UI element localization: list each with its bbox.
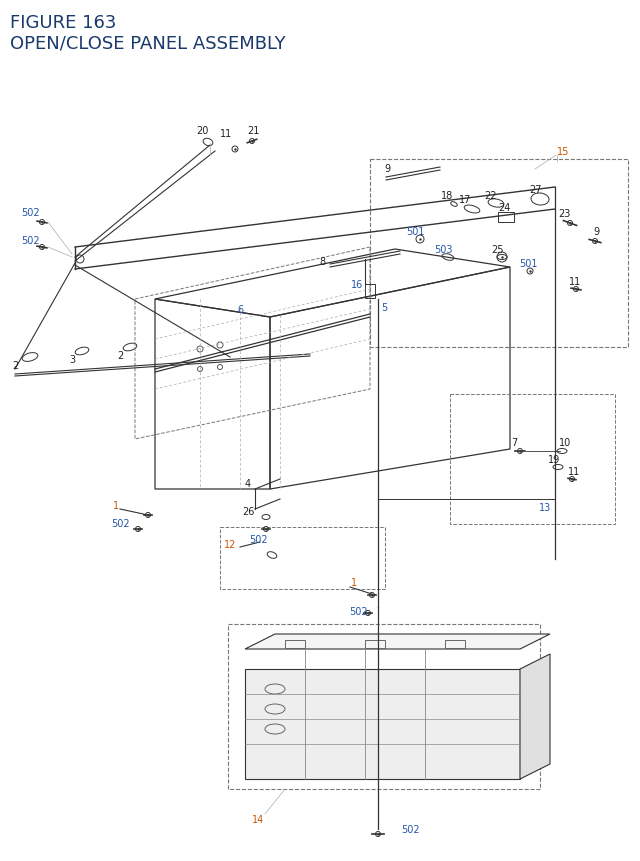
Text: 24: 24 (498, 202, 510, 213)
Text: 11: 11 (220, 129, 232, 139)
Text: 4: 4 (245, 479, 251, 488)
Bar (445, 641, 465, 648)
Text: 9: 9 (384, 164, 390, 174)
Text: 17: 17 (459, 195, 471, 205)
Text: 25: 25 (491, 245, 503, 255)
Text: 19: 19 (548, 455, 560, 464)
Text: 13: 13 (539, 503, 551, 512)
Text: 11: 11 (569, 276, 581, 287)
Bar (285, 641, 305, 648)
Text: 6: 6 (237, 305, 243, 314)
Text: OPEN/CLOSE PANEL ASSEMBLY: OPEN/CLOSE PANEL ASSEMBLY (10, 34, 285, 52)
Polygon shape (245, 669, 520, 779)
Text: 502: 502 (401, 824, 419, 834)
Bar (365, 285, 375, 299)
Polygon shape (245, 635, 550, 649)
Text: 501: 501 (519, 258, 537, 269)
Text: 503: 503 (434, 245, 452, 255)
Text: 8: 8 (319, 257, 325, 267)
Text: 16: 16 (351, 280, 363, 289)
Text: 14: 14 (252, 814, 264, 824)
Text: 2: 2 (12, 361, 18, 370)
Text: 1: 1 (351, 578, 357, 587)
Text: 9: 9 (593, 226, 599, 237)
Text: 11: 11 (568, 467, 580, 476)
Text: 502: 502 (249, 535, 268, 544)
Text: 502: 502 (349, 606, 367, 616)
Text: 5: 5 (381, 303, 387, 313)
Text: 7: 7 (511, 437, 517, 448)
Text: 1: 1 (113, 500, 119, 511)
Text: 20: 20 (196, 126, 208, 136)
Bar (498, 213, 514, 223)
Text: 21: 21 (247, 126, 259, 136)
Text: 15: 15 (557, 147, 569, 157)
Text: 27: 27 (529, 185, 541, 195)
Text: 502: 502 (20, 208, 39, 218)
Text: 22: 22 (484, 191, 496, 201)
Text: 2: 2 (117, 350, 123, 361)
Text: 502: 502 (111, 518, 129, 529)
Text: 18: 18 (441, 191, 453, 201)
Text: 23: 23 (558, 208, 570, 219)
Text: 26: 26 (242, 506, 254, 517)
Bar (365, 641, 385, 648)
Text: FIGURE 163: FIGURE 163 (10, 14, 116, 32)
Text: 12: 12 (224, 539, 236, 549)
Text: 10: 10 (559, 437, 571, 448)
Polygon shape (520, 654, 550, 779)
Text: 501: 501 (406, 226, 424, 237)
Text: 3: 3 (69, 355, 75, 364)
Text: 502: 502 (20, 236, 39, 245)
